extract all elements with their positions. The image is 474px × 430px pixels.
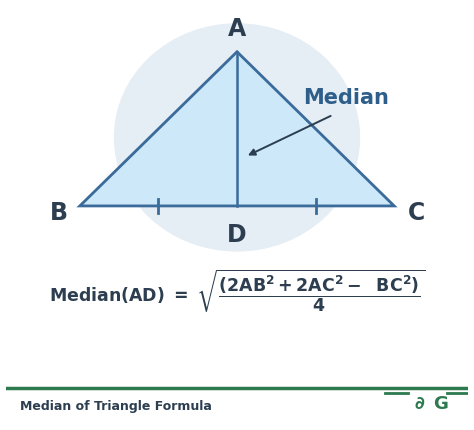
Text: C: C (408, 201, 425, 225)
Circle shape (115, 25, 359, 251)
Text: ∂: ∂ (415, 394, 425, 412)
Polygon shape (80, 52, 394, 206)
Text: G: G (433, 394, 448, 412)
Text: Median: Median (303, 88, 389, 108)
Text: D: D (227, 222, 247, 246)
Text: $\mathbf{Median(AD)}$$\mathbf{\ =\ \sqrt{\dfrac{(2AB^2 + 2AC^2 -\ \ BC^2)}{4}}}$: $\mathbf{Median(AD)}$$\mathbf{\ =\ \sqrt… (49, 267, 425, 313)
Text: A: A (228, 17, 246, 41)
Text: Median of Triangle Formula: Median of Triangle Formula (20, 399, 211, 412)
Text: B: B (50, 201, 68, 225)
